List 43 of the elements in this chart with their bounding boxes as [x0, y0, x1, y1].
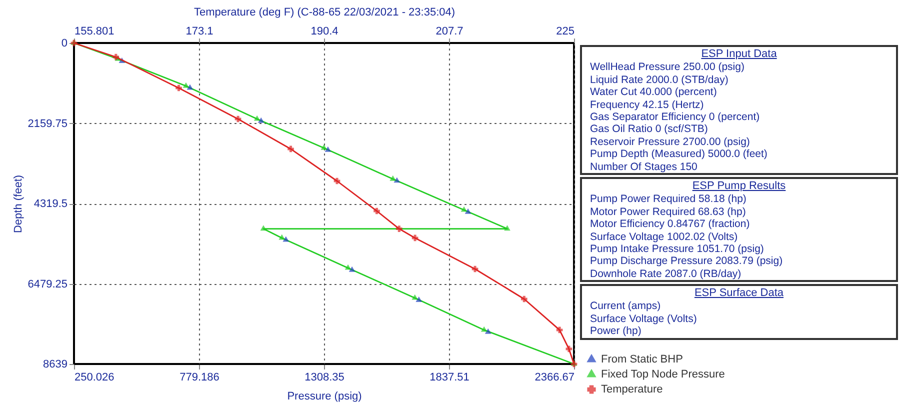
y-tick-label: 8639	[43, 358, 68, 370]
text: Pump Intake Pressure 1051.70 (psig)	[589, 243, 765, 256]
x2-tick-label: 155.801	[74, 26, 114, 38]
x-tick-label: 779.186	[180, 372, 220, 384]
y-tick-label: 6479.25	[28, 278, 68, 290]
y-axis-title: Depth (feet)	[12, 174, 25, 234]
y-tick-label: 4319.5	[34, 198, 68, 210]
x-axis-title: Pressure (psig)	[287, 390, 362, 402]
text: Surface Voltage (Volts)	[589, 312, 698, 326]
legend-label: Temperature	[601, 384, 663, 396]
text: ESP Pump Results	[691, 180, 787, 192]
text: Motor Power Required 68.63 (hp)	[589, 206, 747, 218]
x-tick-label: 1837.51	[430, 372, 470, 384]
x-tick-label: 2366.67	[534, 372, 574, 384]
text: Pump Depth (Measured) 5000.0 (feet)	[589, 148, 768, 161]
text: Reservoir Pressure 2700.00 (psig)	[589, 136, 751, 148]
text: Downhole Rate 2087.0 (RB/day)	[589, 268, 742, 280]
x-tick-label: 250.026	[74, 372, 114, 384]
text: Water Cut 40.000 (percent)	[589, 86, 718, 99]
text: Power (hp)	[589, 325, 642, 338]
y-tick-label: 2159.75	[28, 118, 68, 130]
legend-label: From Static BHP	[601, 354, 683, 366]
x-tick-label: 1308.35	[304, 372, 344, 384]
text: WellHead Pressure 250.00 (psig)	[589, 61, 746, 74]
text: Current (amps)	[589, 300, 662, 313]
text: Frequency 42.15 (Hertz)	[589, 98, 705, 112]
text: ESP Surface Data	[693, 287, 785, 300]
text: Number Of Stages 150	[589, 160, 698, 174]
x2-tick-label: 225	[556, 26, 574, 38]
text: Pump Discharge Pressure 2083.79 (psig)	[589, 255, 784, 268]
x2-tick-label: 173.1	[186, 26, 214, 38]
y-tick-label: 0	[61, 38, 68, 50]
legend-label: Fixed Top Node Pressure	[601, 368, 725, 380]
text: Gas Oil Ratio 0 (scf/STB)	[589, 123, 709, 136]
text: Pump Power Required 58.18 (hp)	[589, 193, 748, 206]
x2-tick-label: 190.4	[310, 26, 338, 38]
text: Surface Voltage 1002.02 (Volts)	[589, 230, 739, 244]
x2-tick-label: 207.7	[436, 26, 464, 38]
text: ESP Input Data	[700, 48, 778, 60]
text: Gas Separator Efficiency 0 (percent)	[589, 111, 761, 124]
text: Motor Efficiency 0.84767 (fraction)	[589, 218, 751, 231]
x2-axis-title: Temperature (deg F) (C-88-65 22/03/2021 - 23:35:04)	[194, 6, 456, 18]
text: Liquid Rate 2000.0 (STB/day)	[589, 74, 730, 86]
